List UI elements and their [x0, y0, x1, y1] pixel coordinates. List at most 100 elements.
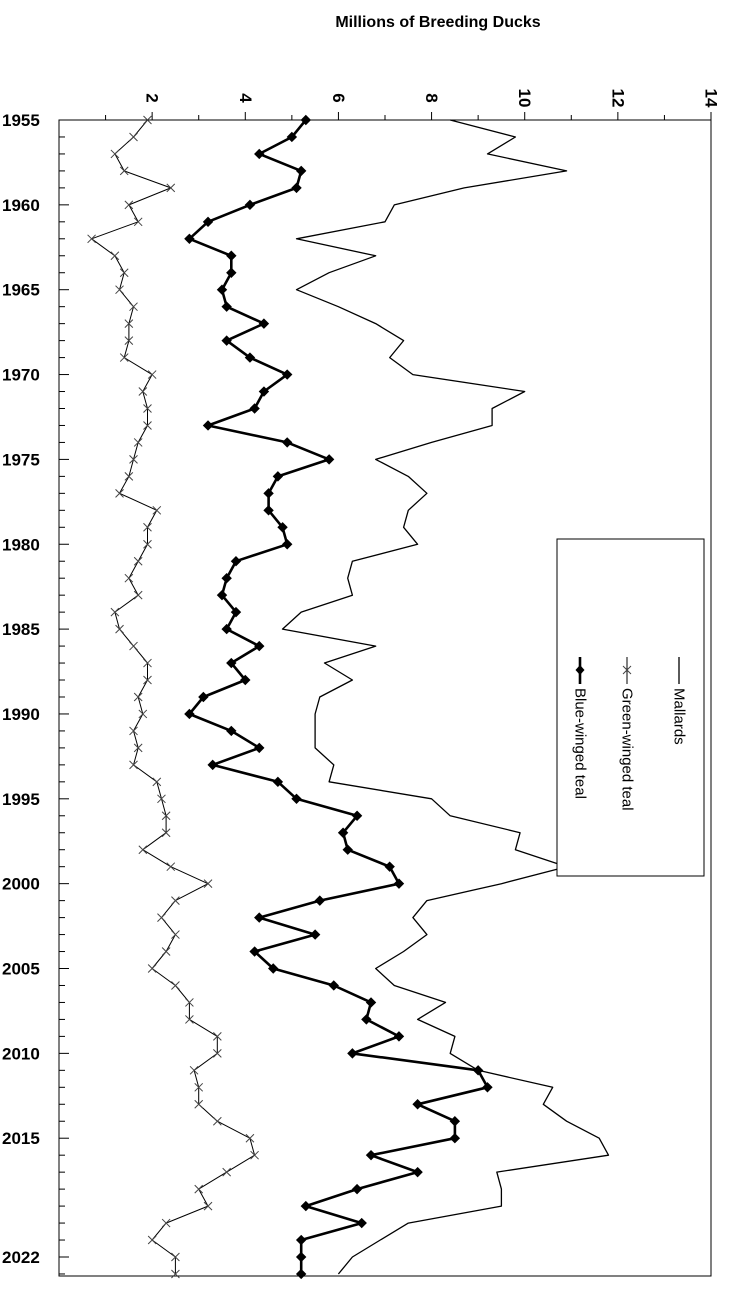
- data-point: [120, 167, 128, 175]
- data-point: [367, 1151, 376, 1160]
- data-point: [204, 1202, 212, 1210]
- data-point: [325, 455, 334, 464]
- data-point: [139, 388, 147, 396]
- data-point: [204, 421, 213, 430]
- data-point: [245, 200, 254, 209]
- data-point: [125, 574, 133, 582]
- data-point: [297, 166, 306, 175]
- value-tick-label: 8: [422, 93, 441, 102]
- year-tick-label: 1975: [2, 450, 40, 469]
- data-point: [139, 846, 147, 854]
- data-point: [315, 896, 324, 905]
- data-point: [255, 149, 264, 158]
- data-point: [167, 184, 175, 192]
- series-green-winged-teal: [88, 116, 259, 1278]
- data-point: [301, 1202, 310, 1211]
- year-tick-label: 2005: [2, 960, 40, 979]
- data-point: [116, 625, 124, 633]
- series-blue-winged-teal: [185, 116, 492, 1279]
- data-point: [157, 795, 165, 803]
- data-point: [255, 913, 264, 922]
- value-tick-label: 14: [702, 89, 721, 108]
- data-point: [208, 760, 217, 769]
- year-tick-label: 1965: [2, 281, 40, 300]
- value-tick-label: 10: [515, 89, 534, 108]
- data-point: [292, 183, 301, 192]
- data-point: [120, 354, 128, 362]
- data-point: [125, 472, 133, 480]
- year-tick-label: 1990: [2, 705, 40, 724]
- data-point: [171, 981, 179, 989]
- data-point: [130, 133, 138, 141]
- legend-label: Blue-winged teal: [572, 688, 589, 799]
- data-point: [297, 1253, 306, 1262]
- data-point: [134, 591, 142, 599]
- data-point: [283, 438, 292, 447]
- series-line: [189, 120, 487, 1274]
- value-tick-label: 12: [608, 89, 627, 108]
- value-tick-label: 2: [143, 93, 162, 102]
- data-point: [223, 1168, 231, 1176]
- data-point: [171, 931, 179, 939]
- data-point: [116, 286, 124, 294]
- data-point: [153, 506, 161, 514]
- data-point: [413, 1100, 422, 1109]
- data-point: [134, 744, 142, 752]
- data-point: [251, 1151, 259, 1159]
- year-tick-label: 1995: [2, 790, 40, 809]
- data-point: [353, 1185, 362, 1194]
- year-tick-label: 1960: [2, 196, 40, 215]
- data-point: [130, 727, 138, 735]
- data-point: [153, 778, 161, 786]
- data-point: [125, 201, 133, 209]
- data-point: [171, 897, 179, 905]
- data-point: [227, 251, 236, 260]
- data-point: [111, 608, 119, 616]
- data-point: [162, 1219, 170, 1227]
- year-tick-label: 2010: [2, 1044, 40, 1063]
- data-point: [367, 998, 376, 1007]
- value-tick-label: 4: [236, 93, 255, 103]
- data-point: [190, 1066, 198, 1074]
- legend-label: Mallards: [671, 688, 688, 745]
- data-point: [148, 371, 156, 379]
- data-point: [116, 489, 124, 497]
- data-point: [111, 150, 119, 158]
- data-point: [297, 1269, 306, 1278]
- data-point: [134, 557, 142, 565]
- data-point: [246, 1134, 254, 1142]
- data-point: [134, 693, 142, 701]
- data-point: [130, 303, 138, 311]
- data-point: [111, 252, 119, 260]
- data-point: [130, 761, 138, 769]
- data-point: [394, 1032, 403, 1041]
- year-tick-label: 1985: [2, 620, 40, 639]
- data-point: [259, 319, 268, 328]
- data-point: [195, 1185, 203, 1193]
- year-tick-label: 2022: [2, 1248, 40, 1267]
- year-tick-label: 2015: [2, 1129, 40, 1148]
- data-point: [343, 845, 352, 854]
- data-point: [283, 540, 292, 549]
- data-point: [297, 1236, 306, 1245]
- year-tick-label: 1955: [2, 111, 40, 130]
- year-tick-label: 2000: [2, 875, 40, 894]
- data-point: [88, 235, 96, 243]
- data-point: [450, 1134, 459, 1143]
- year-tick-label: 1980: [2, 535, 40, 554]
- year-tick-label: 1970: [2, 366, 40, 385]
- data-point: [120, 269, 128, 277]
- data-point: [311, 930, 320, 939]
- data-point: [204, 880, 212, 888]
- data-point: [148, 965, 156, 973]
- data-point: [450, 1117, 459, 1126]
- data-point: [134, 218, 142, 226]
- data-point: [130, 642, 138, 650]
- data-point: [222, 302, 231, 311]
- legend-label: Green-winged teal: [619, 688, 636, 811]
- data-point: [162, 948, 170, 956]
- data-point: [329, 981, 338, 990]
- data-point: [413, 1168, 422, 1177]
